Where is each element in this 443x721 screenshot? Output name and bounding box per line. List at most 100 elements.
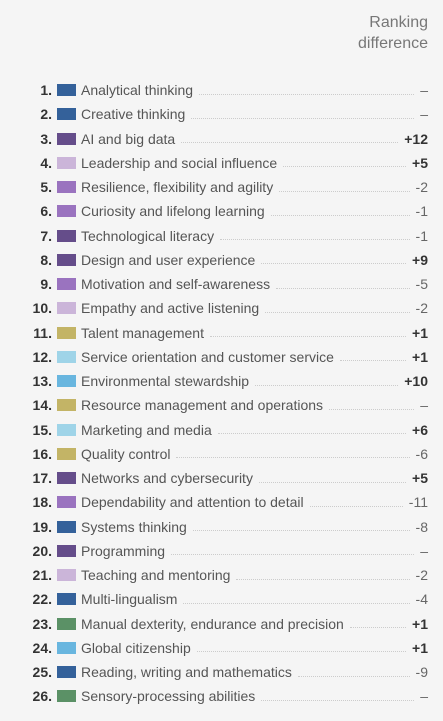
color-swatch	[57, 399, 76, 412]
ranking-difference: +5	[412, 470, 428, 486]
rank: 14.	[32, 397, 52, 414]
dotted-leader	[297, 675, 410, 677]
rank: 8.	[40, 251, 52, 268]
skill-row: 9. Motivation and self-awareness -5	[0, 274, 428, 294]
rank: 2.	[40, 106, 52, 123]
ranking-difference: +5	[412, 154, 428, 171]
ranking-difference: -2	[415, 300, 428, 317]
ranking-difference: +12	[404, 130, 428, 147]
skill-row: 7. Technological literacy -1	[0, 226, 428, 246]
skill-label: Motivation and self-awareness	[81, 276, 271, 292]
skill-row: 2. Creative thinking –	[0, 104, 428, 124]
rank: 5.	[40, 179, 52, 195]
dotted-leader	[209, 336, 407, 337]
skill-label: Systems thinking	[81, 518, 187, 535]
skill-label: Service orientation and customer service	[81, 348, 334, 365]
skill-label: Global citizenship	[81, 639, 191, 656]
skill-label: Leadership and social influence	[81, 154, 278, 171]
dotted-leader	[349, 627, 407, 628]
skill-label: Teaching and mentoring	[81, 567, 231, 583]
ranking-difference: -1	[415, 227, 428, 244]
color-swatch	[57, 302, 76, 315]
dotted-leader	[217, 433, 407, 434]
skill-row: 24. Global citizenship +1	[0, 638, 428, 658]
color-swatch	[57, 617, 76, 630]
ranking-difference: -2	[415, 179, 428, 195]
rank: 1.	[40, 82, 52, 98]
color-swatch	[57, 593, 76, 606]
dotted-leader	[196, 651, 407, 653]
color-swatch	[57, 278, 76, 290]
skill-label: Marketing and media	[81, 421, 212, 438]
ranking-difference: -2	[415, 567, 428, 583]
rank: 4.	[40, 154, 52, 171]
color-swatch	[57, 641, 76, 654]
color-swatch	[57, 205, 76, 218]
dotted-leader	[255, 384, 399, 386]
color-swatch	[57, 181, 76, 193]
skill-label: Programming	[81, 542, 166, 559]
color-swatch	[57, 496, 76, 509]
color-swatch	[57, 666, 76, 678]
dotted-leader	[329, 408, 415, 410]
rank: 22.	[32, 591, 52, 608]
color-swatch	[57, 326, 76, 339]
ranking-difference: –	[420, 106, 428, 123]
ranking-difference: +9	[412, 251, 428, 268]
ranking-difference: –	[420, 542, 428, 559]
ranking-difference: +1	[412, 615, 428, 632]
skill-label: Environmental stewardship	[81, 373, 250, 389]
ranking-difference: -11	[408, 494, 428, 511]
dotted-leader	[261, 699, 415, 701]
ranking-difference: +6	[412, 421, 428, 438]
dotted-leader	[181, 142, 399, 143]
skill-row: 13. Environmental stewardship +10	[0, 371, 428, 391]
color-swatch	[57, 229, 76, 242]
skill-label: Design and user experience	[81, 251, 256, 268]
skill-row: 3. AI and big data +12	[0, 129, 428, 149]
color-swatch	[57, 156, 76, 169]
rank: 16.	[32, 445, 52, 462]
skill-label: Creative thinking	[81, 106, 186, 123]
color-swatch	[57, 132, 76, 145]
rank: 20.	[32, 542, 52, 559]
skill-label: Talent management	[81, 324, 204, 341]
skill-row: 25. Reading, writing and mathematics -9	[0, 662, 428, 682]
ranking-difference: –	[420, 688, 428, 705]
skill-label: Sensory-processing abilities	[81, 688, 256, 705]
rank: 11.	[33, 324, 52, 341]
dotted-leader	[192, 530, 410, 531]
skill-row: 16. Quality control -6	[0, 444, 428, 464]
dotted-leader	[276, 287, 410, 289]
skill-row: 18. Dependability and attention to detail…	[0, 492, 428, 512]
ranking-difference: –	[420, 82, 428, 98]
dotted-leader	[199, 93, 415, 95]
dotted-leader	[176, 457, 410, 459]
skill-row: 26. Sensory-processing abilities –	[0, 686, 428, 706]
rank: 15.	[32, 421, 52, 438]
skill-label: Reading, writing and mathematics	[81, 664, 292, 680]
ranking-difference: -5	[415, 276, 428, 292]
color-swatch	[57, 544, 76, 557]
color-swatch	[57, 520, 76, 533]
skill-label: Empathy and active listening	[81, 300, 260, 317]
ranking-difference: -1	[415, 203, 428, 220]
skill-row: 23. Manual dexterity, endurance and preci…	[0, 614, 428, 634]
color-swatch	[57, 447, 76, 460]
skill-label: Multi-lingualism	[81, 591, 178, 608]
skill-row: 15. Marketing and media +6	[0, 420, 428, 440]
skill-row: 21. Teaching and mentoring -2	[0, 565, 428, 585]
dotted-leader	[183, 602, 410, 604]
skill-row: 17. Networks and cybersecurity +5	[0, 468, 428, 488]
ranking-difference: +1	[412, 324, 428, 341]
rank: 7.	[40, 227, 52, 244]
dotted-leader	[236, 578, 410, 580]
skill-label: Networks and cybersecurity	[81, 470, 253, 486]
dotted-leader	[339, 360, 407, 362]
rank: 18.	[32, 494, 52, 511]
skill-row: 1. Analytical thinking –	[0, 80, 428, 100]
rank: 10.	[32, 300, 52, 317]
ranking-difference: -9	[415, 664, 428, 680]
skill-row: 20. Programming –	[0, 541, 428, 561]
